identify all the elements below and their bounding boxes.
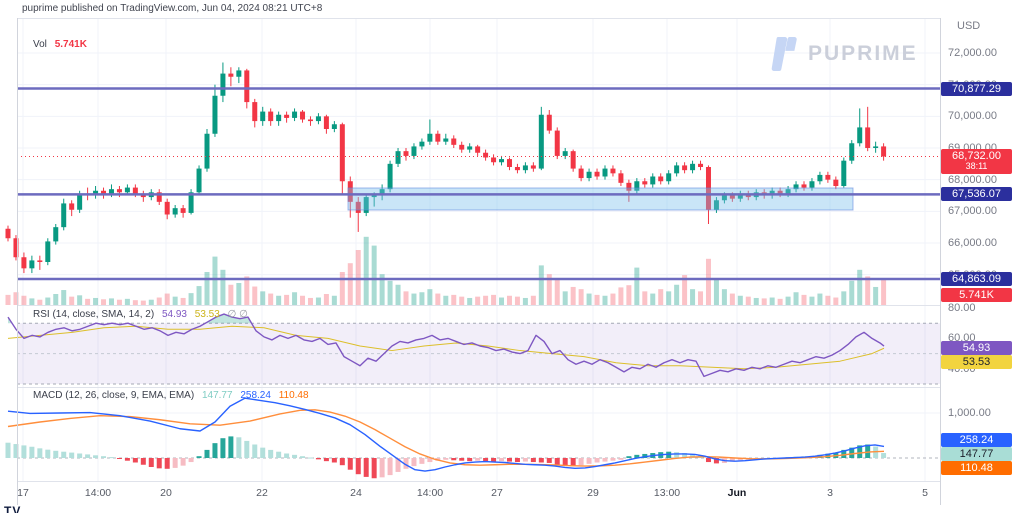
rsi-tick-label: 80.00 [948,302,976,314]
time-tick-label[interactable]: 14:00 [416,487,444,499]
axis-badge: 54.93 [941,341,1012,355]
axis-badge: 68,732.00 38:11 [941,149,1012,174]
axis-badge: 5.741K [941,288,1012,302]
time-tick-label[interactable]: 17 [17,487,29,499]
macd-hist-value: 110.48 [278,390,309,401]
puprime-logo-icon [771,37,797,71]
time-tick-label[interactable]: 29 [587,487,599,499]
time-tick-label[interactable]: Jun [727,487,747,499]
price-tick-label: 68,000.00 [948,173,997,186]
time-tick-label[interactable]: 24 [350,487,362,499]
publish-line: puprime published on TradingView.com, Ju… [22,3,323,14]
axis-badge: 64,863.09 [941,272,1012,286]
price-tick-label: 70,000.00 [948,110,997,123]
pane-border-left [17,18,18,505]
time-tick-label[interactable]: 3 [827,487,833,499]
time-tick-label[interactable]: 22 [256,487,268,499]
axis-badge: 258.24 [941,433,1012,447]
axis-badge: 110.48 [941,461,1012,475]
pane-separator-rsi[interactable] [17,305,940,306]
puprime-watermark: PUPRIME [768,36,918,72]
axis-badge: 67,536.07 [941,187,1012,201]
pane-separator-bottom [17,481,940,482]
time-tick-label[interactable]: 27 [491,487,503,499]
time-tick-label[interactable]: 5 [922,487,928,499]
candle-countdown: 38:11 [965,161,988,171]
macd-tick-label: 1,000.00 [948,407,991,419]
axis-badge: 147.77 [941,447,1012,461]
pane-border-top [17,18,940,19]
rsi-band-values: ∅ ∅ [227,309,248,320]
axis-currency-label[interactable]: USD [957,20,981,32]
rsi-sma-value: 53.53 [194,309,220,320]
price-tick-label: 66,000.00 [948,237,997,249]
time-tick-label[interactable]: 14:00 [84,487,112,499]
rsi-legend[interactable]: RSI (14, close, SMA, 14, 2) 54.93 53.53 … [33,309,253,320]
axis-badge: 70,877.29 [941,82,1012,96]
time-tick-label[interactable]: 20 [160,487,172,499]
macd-legend[interactable]: MACD (12, 26, close, 9, EMA, EMA) 147.77… [33,390,314,401]
macd-label: MACD (12, 26, close, 9, EMA, EMA) [33,390,195,401]
volume-label: Vol [33,39,47,50]
axis-badge: 53.53 [941,355,1012,369]
price-tick-label: 67,000.00 [948,205,997,218]
time-tick-label[interactable]: 13:00 [653,487,681,499]
volume-value: 5.741K [54,39,87,50]
macd-signal-value: 258.24 [240,390,271,401]
volume-legend[interactable]: Vol 5.741K [33,39,92,50]
pane-separator-macd[interactable] [17,387,940,388]
axis-border [940,18,941,505]
price-tick-label: 72,000.00 [948,47,997,59]
rsi-value: 54.93 [161,309,187,320]
rsi-label: RSI (14, close, SMA, 14, 2) [33,309,155,320]
macd-value: 147.77 [201,390,233,401]
tradingview-logo[interactable]: TV [4,504,22,513]
puprime-watermark-text: PUPRIME [808,42,918,65]
